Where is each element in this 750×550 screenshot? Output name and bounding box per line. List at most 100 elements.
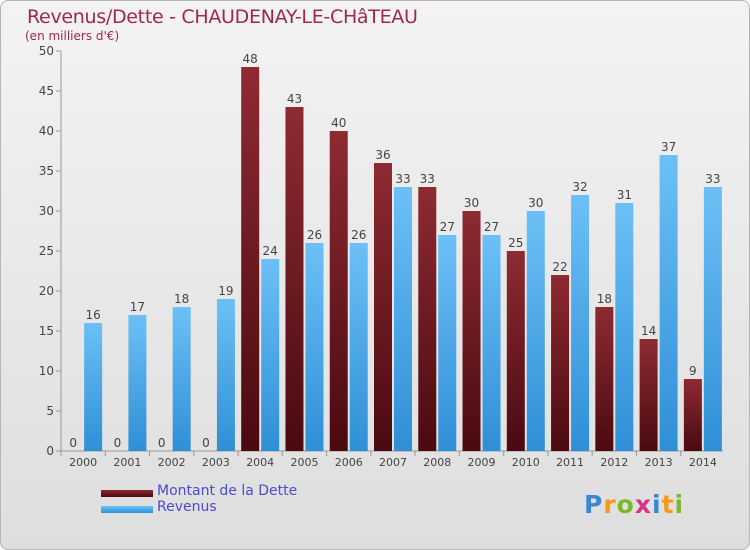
- bar-revenue: [128, 315, 147, 451]
- bar-revenue: [526, 211, 545, 451]
- x-tick-label: 2001: [113, 456, 141, 469]
- y-tick-label: 35: [39, 164, 54, 178]
- x-tick-label: 2006: [335, 456, 363, 469]
- bar-debt: [462, 211, 481, 451]
- logo-letter: o: [616, 490, 635, 519]
- bars: [84, 67, 722, 451]
- x-tick-label: 2003: [202, 456, 230, 469]
- logo-letter: r: [603, 490, 617, 519]
- bar-revenue: [703, 187, 722, 451]
- y-tick-label: 5: [46, 404, 54, 418]
- bar-revenue: [438, 235, 457, 451]
- y-tick-label: 40: [39, 124, 54, 138]
- bar-debt: [374, 163, 392, 451]
- bar-revenue: [615, 203, 634, 451]
- data-label-revenue: 27: [440, 220, 455, 234]
- y-tick-label: 20: [39, 284, 54, 298]
- data-label-debt: 36: [375, 148, 390, 162]
- legend-swatch-debt: [101, 490, 153, 497]
- x-tick-label: 2009: [468, 456, 496, 469]
- legend-label-debt: Montant de la Dette: [157, 483, 298, 499]
- bar-revenue: [349, 243, 368, 451]
- data-label-revenue: 26: [307, 228, 322, 242]
- logo-letter: i: [674, 490, 685, 519]
- x-tick-label: 2010: [512, 456, 540, 469]
- data-label-revenue: 27: [484, 220, 499, 234]
- y-tick-label: 0: [46, 444, 54, 458]
- data-label-debt: 0: [114, 436, 122, 450]
- y-tick-label: 45: [39, 84, 54, 98]
- data-label-revenue: 19: [218, 284, 233, 298]
- data-label-revenue: 30: [528, 196, 543, 210]
- bar-revenue: [394, 187, 412, 451]
- bar-revenue: [84, 323, 103, 451]
- x-tick-label: 2008: [423, 456, 451, 469]
- bar-revenue: [216, 299, 235, 451]
- data-label-revenue: 37: [661, 140, 676, 154]
- bar-debt: [506, 251, 525, 451]
- y-tick-label: 30: [39, 204, 54, 218]
- bar-revenue: [305, 243, 324, 451]
- x-tick-label: 2011: [556, 456, 584, 469]
- data-label-debt: 43: [287, 92, 302, 106]
- data-label-debt: 9: [689, 364, 697, 378]
- bar-debt: [329, 131, 348, 451]
- y-tick-label: 25: [39, 244, 54, 258]
- x-tick-label: 2000: [69, 456, 97, 469]
- data-label-revenue: 17: [130, 300, 145, 314]
- bar-debt: [418, 187, 437, 451]
- legend-label-revenue: Revenus: [157, 499, 217, 515]
- data-label-debt: 22: [552, 260, 567, 274]
- data-label-debt: 0: [202, 436, 210, 450]
- x-tick-label: 2005: [290, 456, 318, 469]
- x-tick-label: 2007: [379, 456, 407, 469]
- data-label-debt: 30: [464, 196, 479, 210]
- x-tick-label: 2013: [645, 456, 673, 469]
- bar-debt: [285, 107, 304, 451]
- y-tick-label: 15: [39, 324, 54, 338]
- data-label-debt: 14: [641, 324, 656, 338]
- data-label-revenue: 24: [263, 244, 278, 258]
- data-label-debt: 48: [243, 52, 258, 66]
- labels: 2000 0 16 2001 0 17 2002 0 18 2003 0 19 2004 48 24 2005…: [69, 52, 720, 469]
- bar-revenue: [571, 195, 590, 451]
- x-tick-label: 2004: [246, 456, 274, 469]
- data-label-debt: 25: [508, 236, 523, 250]
- chart-subtitle: (en milliers d'€): [25, 29, 120, 43]
- bar-revenue: [261, 259, 280, 451]
- legend-swatch-revenue: [101, 506, 153, 513]
- data-label-debt: 0: [69, 436, 77, 450]
- data-label-debt: 33: [420, 172, 435, 186]
- bar-debt: [595, 307, 614, 451]
- x-tick-label: 2012: [600, 456, 628, 469]
- data-label-debt: 18: [597, 292, 612, 306]
- bar-debt: [639, 339, 658, 451]
- data-label-revenue: 16: [85, 308, 100, 322]
- logo-letter: i: [652, 490, 662, 519]
- y-tick-label: 10: [39, 364, 54, 378]
- data-label-revenue: 32: [572, 180, 587, 194]
- x-tick-label: 2002: [158, 456, 186, 469]
- proxiti-logo: Proxiti: [584, 490, 684, 519]
- data-label-revenue: 18: [174, 292, 189, 306]
- data-label-debt: 0: [158, 436, 166, 450]
- bar-revenue: [172, 307, 191, 451]
- logo-letter: P: [584, 490, 604, 519]
- bar-debt: [241, 67, 260, 451]
- chart-title: Revenus/Dette - CHAUDENAY-LE-CHâTEAU: [27, 6, 418, 28]
- data-label-debt: 40: [331, 116, 346, 130]
- x-tick-label: 2014: [689, 456, 717, 469]
- data-label-revenue: 33: [705, 172, 720, 186]
- bar-revenue: [482, 235, 501, 451]
- logo-letter: x: [634, 490, 652, 519]
- y-tick-label: 50: [39, 44, 54, 58]
- bar-debt: [683, 379, 702, 451]
- data-label-revenue: 31: [617, 188, 632, 202]
- data-label-revenue: 26: [351, 228, 366, 242]
- logo-letter: t: [661, 490, 675, 519]
- bar-revenue: [659, 155, 678, 451]
- data-label-revenue: 33: [395, 172, 410, 186]
- bar-debt: [551, 275, 570, 451]
